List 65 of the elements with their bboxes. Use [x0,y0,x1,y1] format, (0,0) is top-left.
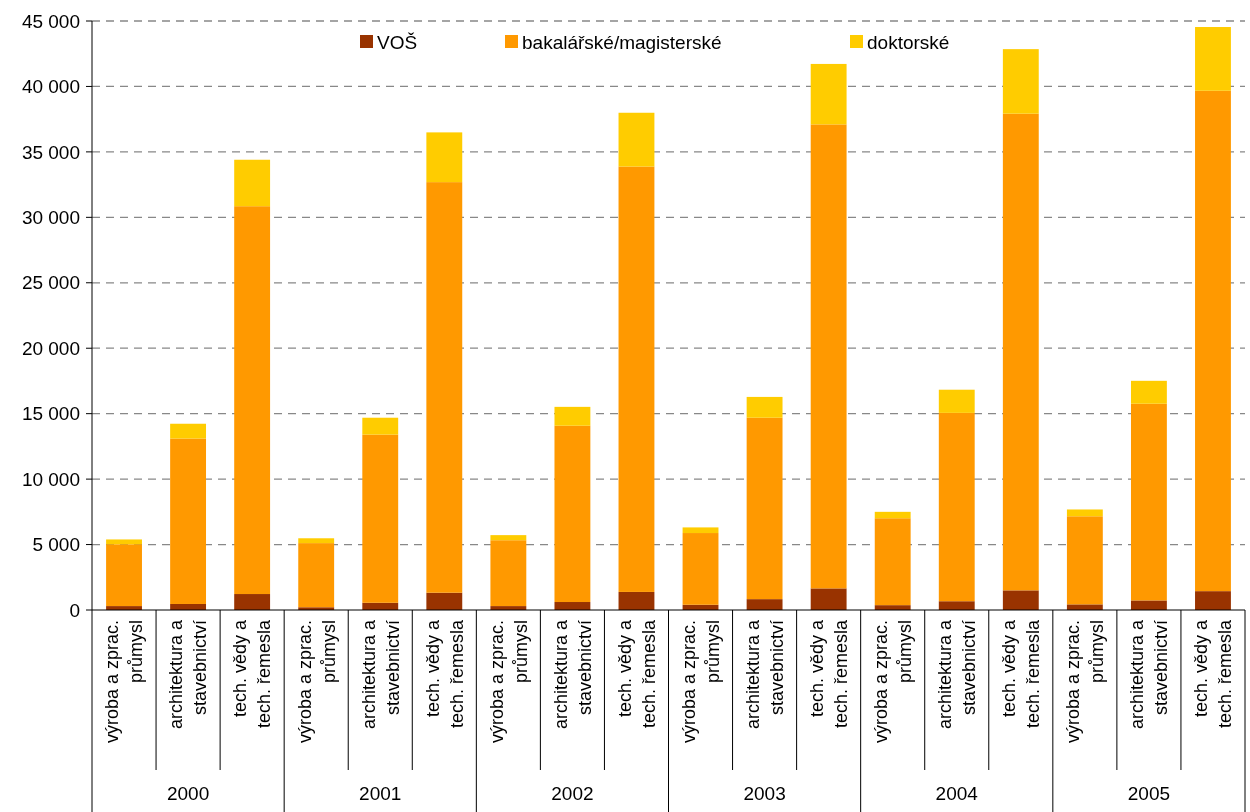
bar [1195,27,1231,91]
bar [170,423,207,439]
y-tick-label: 40 000 [21,76,80,98]
bar [1130,600,1167,610]
y-tick-label: 45 000 [21,10,80,32]
bar [1066,509,1103,517]
x-tick-label: výroba a zprac. průmysl [102,620,147,744]
y-tick-label: 15 000 [21,403,80,425]
bar [362,434,399,603]
bar [1002,49,1039,114]
text: 2004 [935,783,979,804]
bar [106,544,142,607]
text: 2003 [743,783,786,804]
legend-label: doktorské [867,31,950,53]
bar [810,63,847,125]
bar [682,527,719,534]
bar [234,159,271,207]
bar [1002,590,1039,610]
bar [746,599,783,610]
bar [1002,113,1039,591]
bar [874,511,911,519]
y-tick-label: 0 [69,599,80,621]
bar [810,124,847,589]
bar [874,518,911,606]
bar [490,540,527,607]
bar [1195,591,1231,610]
text: 2001 [359,783,402,804]
y-tick-label: 5 000 [32,534,80,556]
bar [746,396,783,418]
y-tick-label: 30 000 [21,206,80,228]
bar [234,206,271,595]
bar [810,588,847,610]
bar [362,417,399,435]
bar [490,535,527,541]
bar [1066,516,1103,605]
bar [1130,380,1167,404]
bar [234,594,271,610]
bar [1130,403,1167,601]
bar [426,182,463,593]
text: 2002 [551,783,594,804]
bar [938,389,975,413]
y-tick-label: 10 000 [21,468,80,490]
bar [938,412,975,602]
text: 2005 [1127,783,1171,804]
bar [170,438,207,604]
bar [618,166,655,592]
bar [554,425,591,603]
bar [298,538,335,544]
bar [426,592,463,610]
bar [746,417,783,600]
bar [426,132,463,183]
bar [618,591,655,610]
bar [682,533,719,605]
bar [938,601,975,610]
y-tick-label: 20 000 [21,337,80,359]
bar [298,543,335,608]
bar [106,539,142,545]
y-tick-label: 35 000 [21,141,80,163]
bar [618,112,655,167]
bar [554,406,591,426]
bar [1195,90,1231,592]
text: 2000 [166,783,210,804]
y-tick-label: 25 000 [21,272,80,294]
legend-label: VOŠ [377,31,418,53]
legend-label: bakalářské/magisterské [522,31,722,53]
